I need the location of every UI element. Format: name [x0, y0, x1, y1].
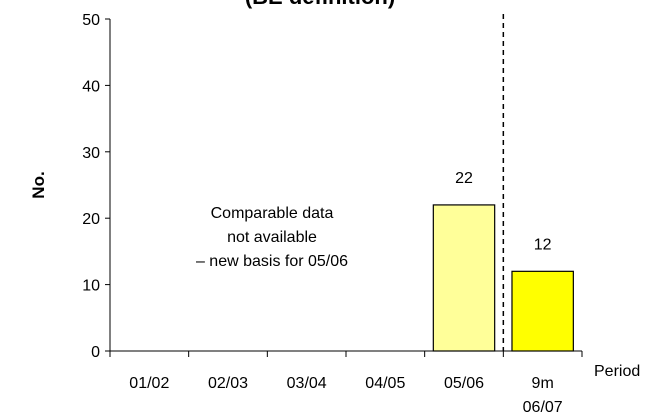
x-tick-label: 04/05 [365, 375, 405, 392]
bar [432, 204, 496, 352]
x-tick-label-line: 04/05 [365, 375, 405, 392]
x-tick-label-line: 05/06 [444, 375, 484, 392]
x-tick-label: 05/06 [444, 375, 484, 392]
annotation-line: not available [227, 229, 317, 246]
y-tick-label: 30 [82, 145, 100, 162]
data-label: 12 [534, 236, 552, 253]
y-tick-label: 10 [82, 278, 100, 295]
x-tick-label-line: 01/02 [129, 375, 169, 392]
x-axis-label: Period [594, 363, 640, 380]
x-tick-label-line: 02/03 [208, 375, 248, 392]
y-tick-label: 20 [82, 211, 100, 228]
x-tick-label: 02/03 [208, 375, 248, 392]
x-tick-label-line: 06/07 [523, 399, 563, 416]
data-label: 22 [455, 170, 473, 187]
annotation-text: Comparable data not available – new basis … [196, 205, 348, 270]
annotation-line: – new basis for 05/06 [196, 253, 348, 270]
y-tick-label: 40 [82, 78, 100, 95]
y-tick-label: 50 [82, 12, 100, 29]
x-tick-label: 03/04 [287, 375, 327, 392]
y-axis-label: No. [29, 171, 48, 198]
x-tick-label: 01/02 [129, 375, 169, 392]
x-tick-label-line: 9m [532, 375, 554, 392]
chart-title: (BE definition) [245, 0, 395, 9]
annotation-line: Comparable data [211, 205, 334, 222]
x-tick-label-line: 03/04 [287, 375, 327, 392]
plot-area: 0 10 20 30 40 50 01/02 02/03 03/04 04/05 05/06 9m 06… [82, 12, 583, 416]
bar [511, 270, 574, 352]
x-tick-label: 9m 06/07 [523, 375, 563, 416]
y-tick-label: 0 [91, 344, 100, 361]
